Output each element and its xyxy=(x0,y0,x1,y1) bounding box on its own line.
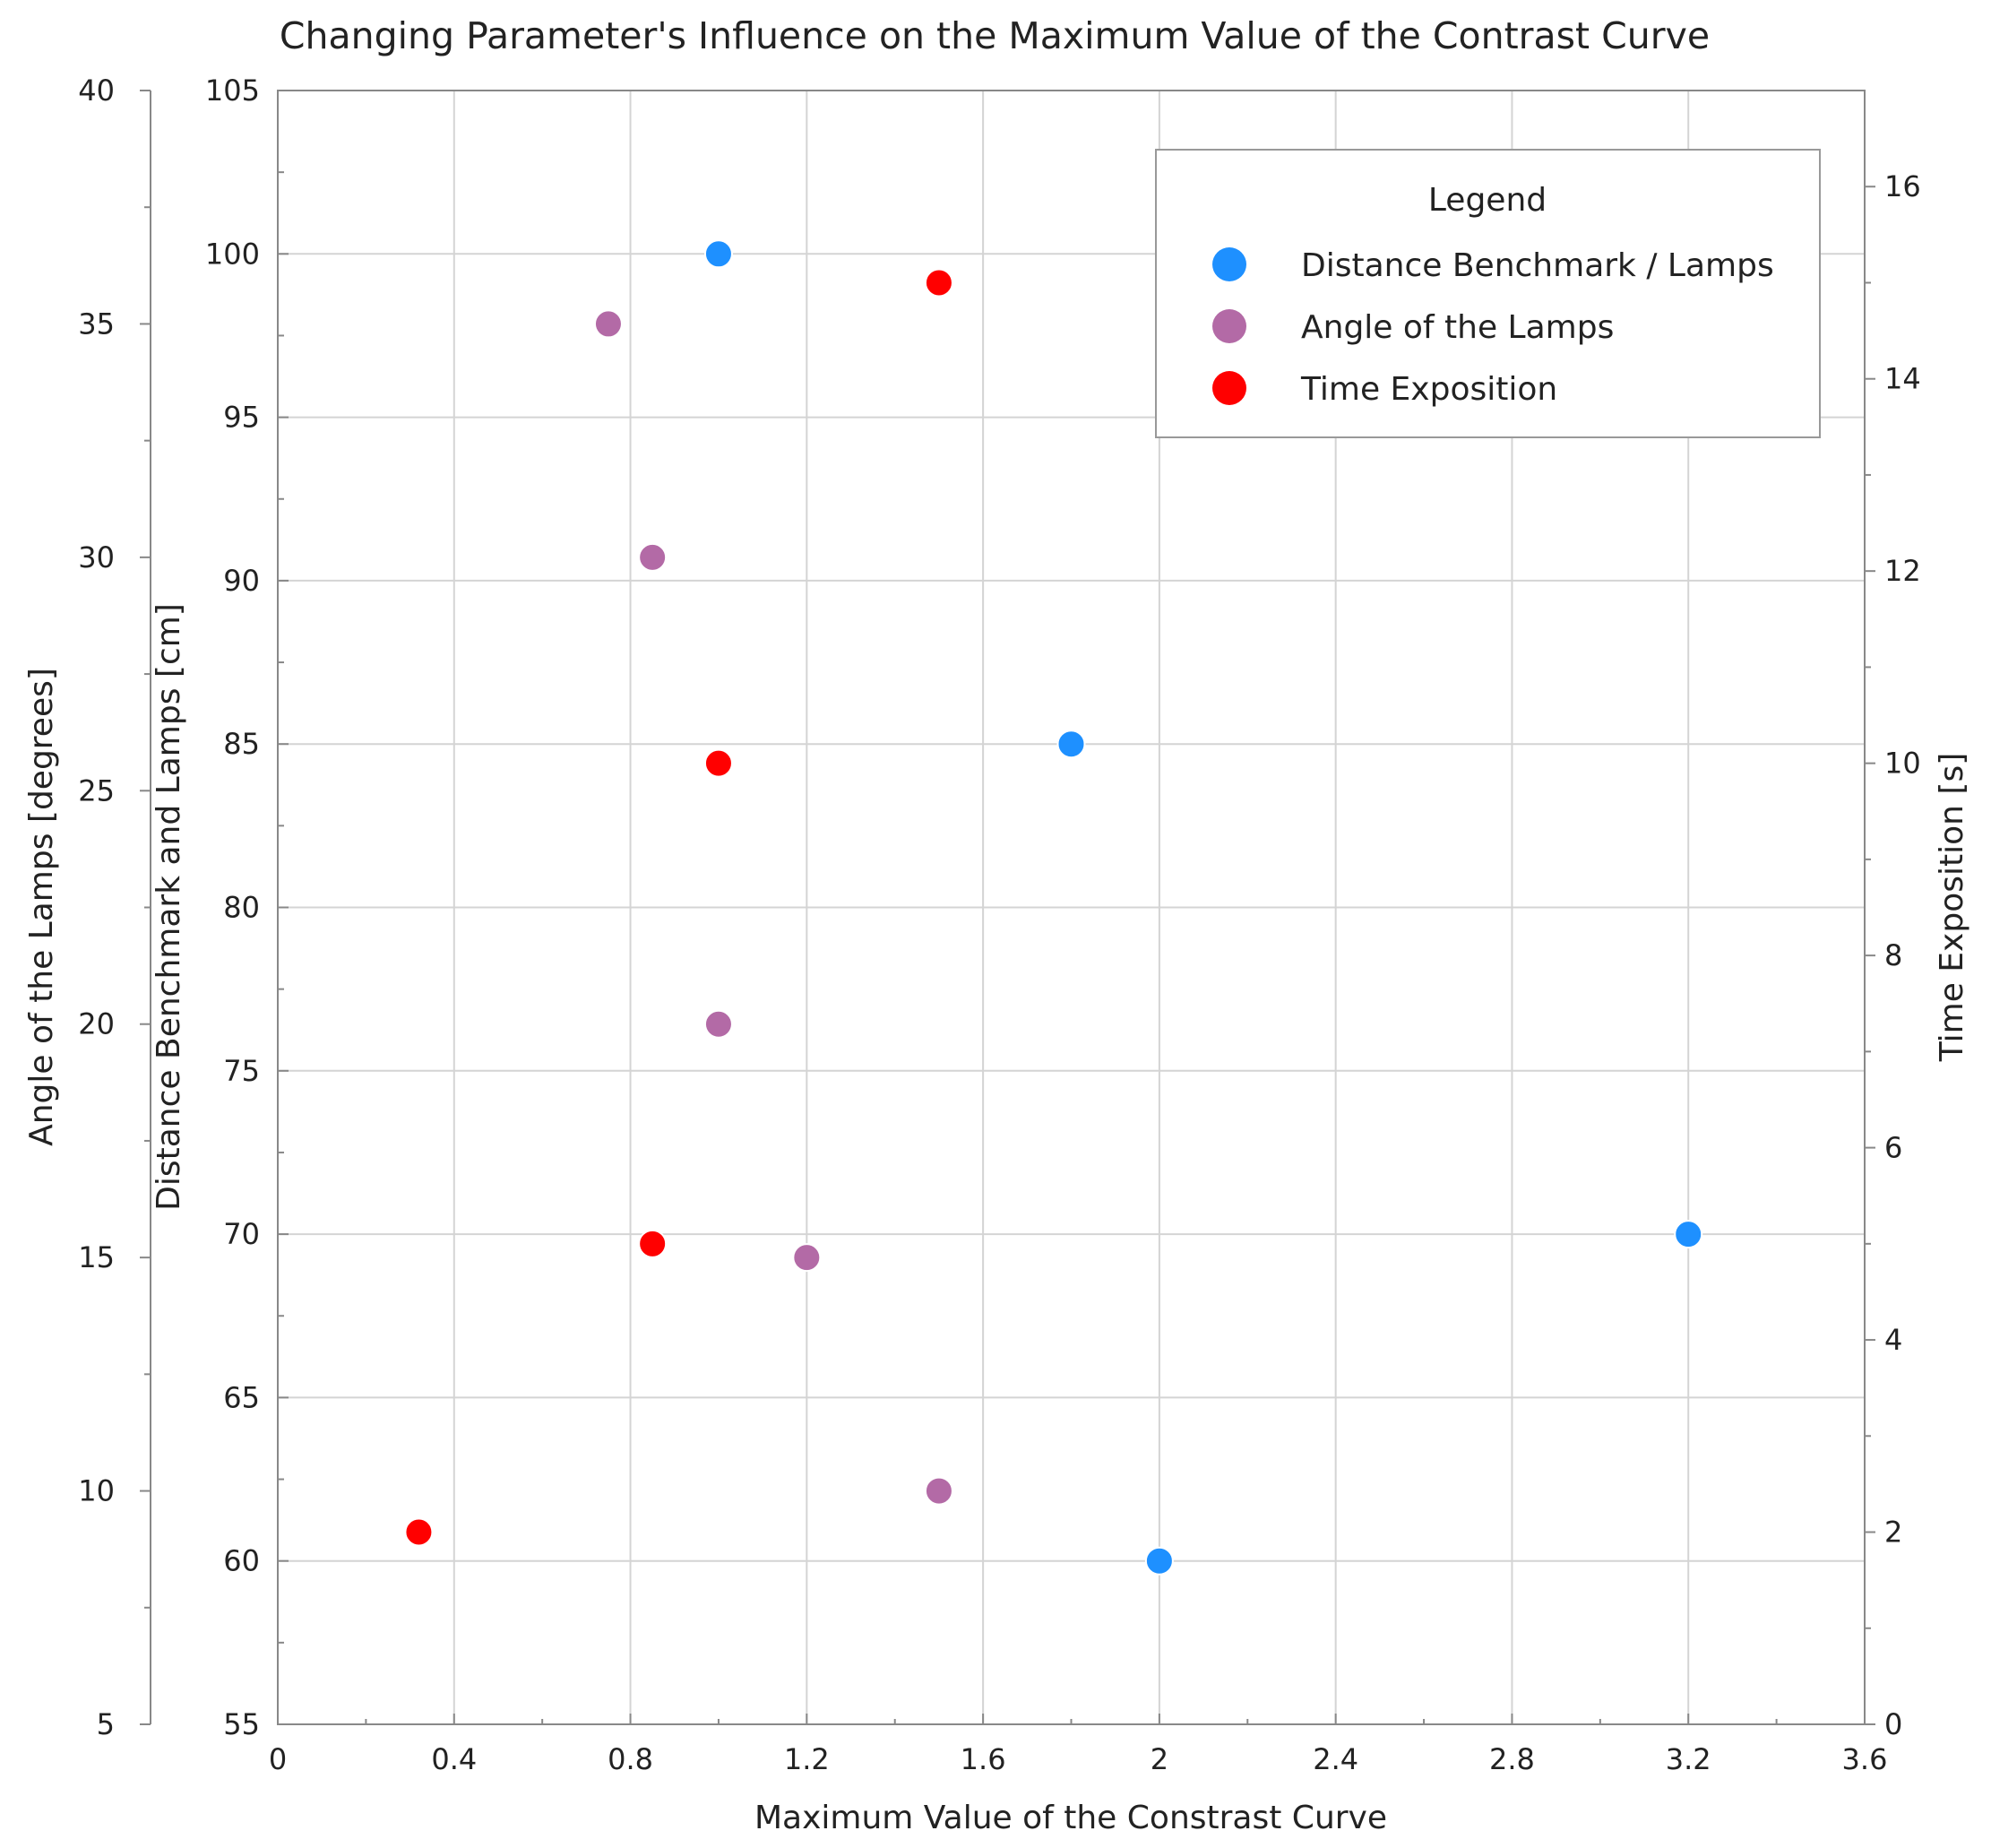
time-tick-label: 12 xyxy=(1884,554,1921,588)
x-tick-label: 0 xyxy=(269,1742,287,1776)
time-exposition-point xyxy=(924,268,953,298)
x-tick-label: 2.8 xyxy=(1489,1742,1535,1776)
legend-marker xyxy=(1212,371,1246,405)
angle-axis-label: Angle of the Lamps [degrees] xyxy=(23,668,60,1146)
legend-label: Time Exposition xyxy=(1300,371,1557,408)
x-tick-label: 0.4 xyxy=(431,1742,477,1776)
angle-tick-label: 10 xyxy=(78,1474,115,1508)
distance-tick-label: 65 xyxy=(223,1380,260,1414)
axes: 0 0.4 0.8 1.2 1.6 2 2.4 2.8 3.2 3.655606570758085… xyxy=(78,73,1920,1776)
time-tick-label: 0 xyxy=(1884,1707,1902,1741)
time-tick-label: 10 xyxy=(1884,747,1921,781)
distance-tick-label: 95 xyxy=(223,401,260,435)
legend-label: Distance Benchmark / Lamps xyxy=(1301,247,1774,284)
time-tick-label: 2 xyxy=(1884,1516,1902,1550)
time-exposition-point xyxy=(703,748,733,778)
angle-of-the-lamps-point xyxy=(703,1009,733,1039)
angle-of-the-lamps-point xyxy=(593,309,623,339)
distance-benchmark-lamps-point xyxy=(1144,1546,1174,1576)
time-tick-label: 16 xyxy=(1884,169,1921,203)
distance-tick-label: 105 xyxy=(205,73,260,108)
time-tick-label: 14 xyxy=(1884,362,1921,396)
chart-title: Changing Parameter's Influence on the Ma… xyxy=(280,14,1710,57)
angle-of-the-lamps-point xyxy=(792,1243,822,1273)
legend-label: Angle of the Lamps xyxy=(1301,309,1614,346)
data-points xyxy=(404,239,1703,1576)
distance-tick-label: 100 xyxy=(205,237,260,271)
time-exposition-point xyxy=(404,1517,434,1547)
time-tick-label: 8 xyxy=(1884,938,1902,972)
distance-benchmark-lamps-point xyxy=(1056,730,1086,759)
angle-tick-label: 5 xyxy=(97,1707,115,1741)
x-tick-label: 3.2 xyxy=(1666,1742,1711,1776)
angle-tick-label: 40 xyxy=(78,73,115,108)
x-axis-label: Maximum Value of the Constrast Curve xyxy=(754,1800,1387,1836)
angle-tick-label: 20 xyxy=(78,1007,115,1041)
angle-tick-label: 25 xyxy=(78,773,115,807)
distance-tick-label: 75 xyxy=(223,1054,260,1088)
time-tick-label: 4 xyxy=(1884,1323,1902,1357)
legend-marker xyxy=(1212,309,1246,343)
angle-of-the-lamps-point xyxy=(638,542,668,572)
legend-box xyxy=(1155,149,1821,438)
time-tick-label: 6 xyxy=(1884,1131,1902,1165)
distance-tick-label: 80 xyxy=(223,891,260,925)
x-tick-label: 0.8 xyxy=(608,1742,653,1776)
distance-tick-label: 85 xyxy=(223,727,260,761)
legend-title: Legend xyxy=(1428,182,1547,219)
distance-tick-label: 60 xyxy=(223,1544,260,1578)
x-tick-label: 2 xyxy=(1151,1742,1168,1776)
x-tick-label: 1.2 xyxy=(784,1742,830,1776)
legend-marker xyxy=(1212,247,1246,281)
angle-of-the-lamps-point xyxy=(924,1476,953,1506)
angle-tick-label: 35 xyxy=(78,307,115,341)
distance-tick-label: 90 xyxy=(223,564,260,598)
x-tick-label: 2.4 xyxy=(1313,1742,1358,1776)
distance-tick-label: 55 xyxy=(223,1707,260,1741)
x-tick-label: 1.6 xyxy=(961,1742,1006,1776)
legend: Legend Distance Benchmark / Lamps Angle o… xyxy=(1155,149,1821,438)
distance-tick-label: 70 xyxy=(223,1217,260,1251)
distance-axis-label: Distance Benchmark and Lamps [cm] xyxy=(151,603,187,1211)
angle-tick-label: 15 xyxy=(78,1240,115,1274)
distance-benchmark-lamps-point xyxy=(1674,1220,1703,1249)
time-axis-label: Time Exposition [s] xyxy=(1934,753,1970,1062)
time-exposition-point xyxy=(638,1229,668,1258)
x-tick-label: 3.6 xyxy=(1842,1742,1888,1776)
distance-benchmark-lamps-point xyxy=(703,239,733,269)
angle-tick-label: 30 xyxy=(78,540,115,574)
